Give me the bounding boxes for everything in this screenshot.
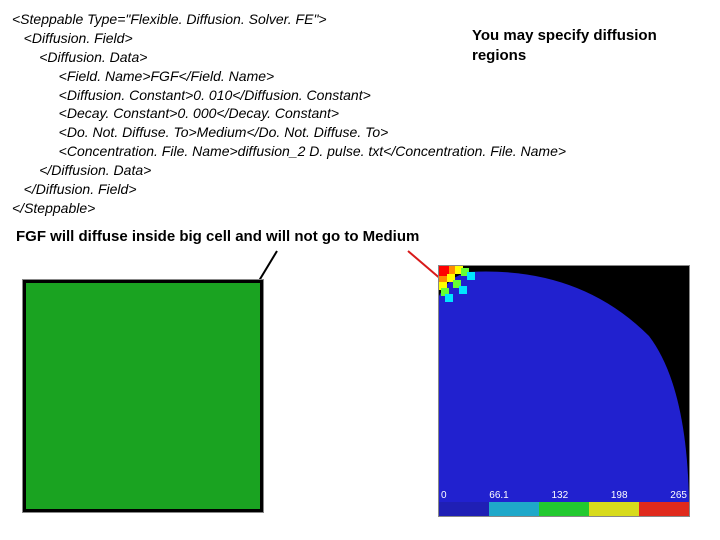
code-line: <Do. Not. Diffuse. To>Medium</Do. Not. D…: [12, 123, 708, 142]
figures-area: 0 66.1 132 198 265: [12, 249, 708, 519]
scalebar-seg: [439, 502, 489, 516]
scalebar-seg: [639, 502, 689, 516]
scale-tick: 66.1: [489, 490, 508, 502]
left-cell-svg: [23, 280, 263, 512]
inline-note: You may specify diffusion regions: [472, 26, 708, 67]
code-line: </Diffusion. Field>: [12, 180, 708, 199]
scale-tick: 265: [670, 490, 687, 502]
panel-left: [22, 279, 264, 513]
right-cell-svg: [439, 266, 689, 516]
scalebar: [439, 502, 689, 516]
caption: FGF will diffuse inside big cell and wil…: [16, 228, 708, 245]
code-line: <Decay. Constant>0. 000</Decay. Constant…: [12, 104, 708, 123]
scale-tick: 132: [551, 490, 568, 502]
code-line: <Concentration. File. Name>diffusion_2 D…: [12, 142, 708, 161]
code-line: <Field. Name>FGF</Field. Name>: [12, 67, 708, 86]
scalebar-seg: [489, 502, 539, 516]
scale-tick: 198: [611, 490, 628, 502]
scalebar-seg: [539, 502, 589, 516]
panel-right: 0 66.1 132 198 265: [438, 265, 690, 517]
code-line: </Steppable>: [12, 199, 708, 218]
scale-tick: 0: [441, 490, 447, 502]
code-line: <Diffusion. Constant>0. 010</Diffusion. …: [12, 86, 708, 105]
scale-labels: 0 66.1 132 198 265: [439, 490, 689, 502]
code-line: </Diffusion. Data>: [12, 161, 708, 180]
code-block: You may specify diffusion regions <Stepp…: [12, 10, 708, 218]
scalebar-seg: [589, 502, 639, 516]
